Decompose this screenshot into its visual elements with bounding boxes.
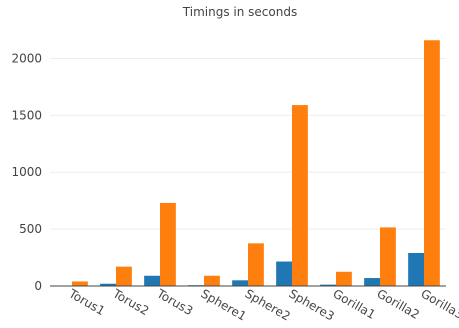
bar-torus1-series2 xyxy=(72,281,88,286)
bar-gorilla2-series2 xyxy=(380,227,396,286)
bar-sphere1-series2 xyxy=(204,275,220,286)
bar-gorilla3-series2 xyxy=(424,40,440,286)
grid-lines xyxy=(50,57,446,230)
x-tick-label: Gorilla3 xyxy=(419,286,459,321)
y-tick-label: 1000 xyxy=(11,165,42,179)
x-tick-label: Sphere3 xyxy=(287,286,337,323)
chart-title: Timings in seconds xyxy=(182,5,297,19)
y-tick-label: 0 xyxy=(34,279,42,293)
bar-gorilla1-series2 xyxy=(336,271,352,286)
x-tick-label: Torus1 xyxy=(66,286,108,318)
bar-sphere2-series2 xyxy=(248,243,264,286)
y-tick-label: 1500 xyxy=(11,108,42,122)
bar-sphere2-series1 xyxy=(232,280,248,286)
x-tick-label: Gorilla2 xyxy=(375,286,422,321)
x-tick-label: Sphere2 xyxy=(243,286,293,323)
bar-sphere3-series2 xyxy=(292,105,308,287)
x-axis-ticks: Torus1 Torus2 Torus3 Sphere1Sphere2Sphere3G… xyxy=(66,286,459,324)
bar-torus2-series1 xyxy=(100,283,116,286)
bar-torus2-series2 xyxy=(116,266,132,286)
bars xyxy=(56,40,440,287)
bar-gorilla2-series1 xyxy=(364,278,380,286)
bar-sphere3-series1 xyxy=(276,261,292,286)
x-tick-label: Torus3 xyxy=(154,286,196,318)
x-tick-label: Gorilla1 xyxy=(331,286,378,321)
bar-gorilla3-series1 xyxy=(408,253,424,286)
bar-gorilla1-series1 xyxy=(320,284,336,286)
y-tick-label: 500 xyxy=(19,222,42,236)
x-tick-label: Torus2 xyxy=(110,286,152,318)
x-tick-label: Sphere1 xyxy=(199,286,249,323)
y-tick-label: 2000 xyxy=(11,51,42,65)
y-axis-ticks: 0 500 1000 1500 2000 xyxy=(11,51,42,293)
bar-torus3-series2 xyxy=(160,202,176,286)
bar-torus3-series1 xyxy=(144,275,160,286)
